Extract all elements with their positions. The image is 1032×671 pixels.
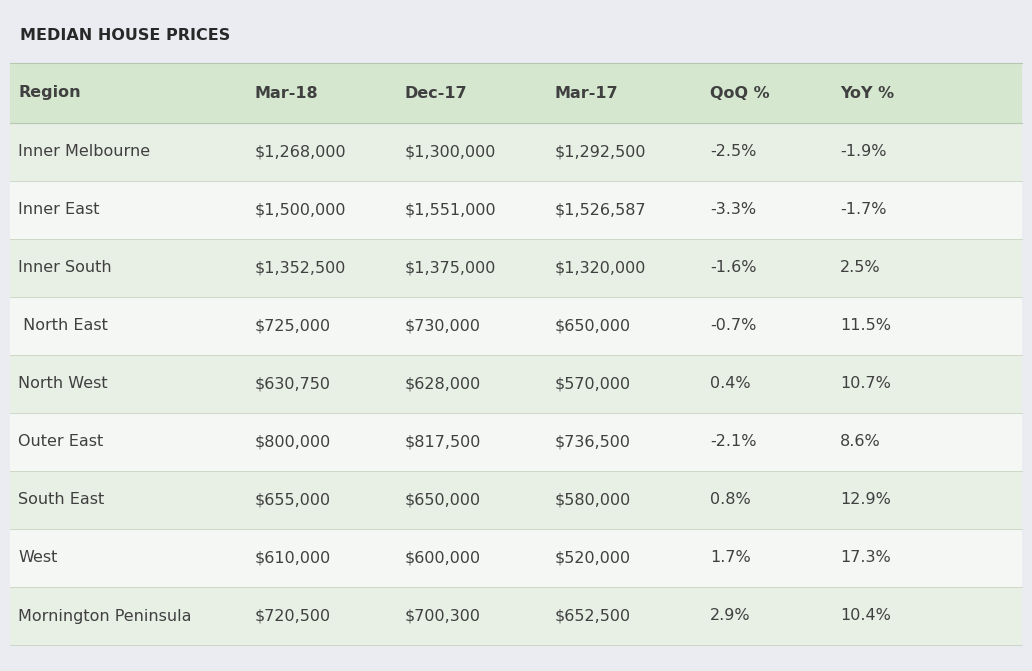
Text: Inner East: Inner East <box>18 203 99 217</box>
Text: -2.5%: -2.5% <box>710 144 756 160</box>
Text: 11.5%: 11.5% <box>840 319 891 333</box>
Text: $1,352,500: $1,352,500 <box>255 260 347 276</box>
Text: 17.3%: 17.3% <box>840 550 891 566</box>
Text: -0.7%: -0.7% <box>710 319 756 333</box>
Text: Mar-18: Mar-18 <box>255 85 319 101</box>
Bar <box>10 413 1022 471</box>
Text: Region: Region <box>18 85 80 101</box>
Text: $1,526,587: $1,526,587 <box>555 203 647 217</box>
Text: Mar-17: Mar-17 <box>555 85 618 101</box>
Text: $730,000: $730,000 <box>405 319 481 333</box>
Bar <box>10 63 1022 123</box>
Text: $655,000: $655,000 <box>255 493 331 507</box>
Text: $800,000: $800,000 <box>255 435 331 450</box>
Text: Dec-17: Dec-17 <box>405 85 467 101</box>
Text: -3.3%: -3.3% <box>710 203 756 217</box>
Text: $1,268,000: $1,268,000 <box>255 144 347 160</box>
Text: Mornington Peninsula: Mornington Peninsula <box>18 609 192 623</box>
Text: $1,500,000: $1,500,000 <box>255 203 347 217</box>
Text: North East: North East <box>18 319 108 333</box>
Text: 10.4%: 10.4% <box>840 609 891 623</box>
Text: 10.7%: 10.7% <box>840 376 891 391</box>
Bar <box>10 123 1022 181</box>
Bar <box>10 181 1022 239</box>
Bar <box>0 645 1032 671</box>
Text: -1.7%: -1.7% <box>840 203 886 217</box>
Text: 12.9%: 12.9% <box>840 493 891 507</box>
Text: Inner South: Inner South <box>18 260 111 276</box>
Text: $610,000: $610,000 <box>255 550 331 566</box>
Text: $650,000: $650,000 <box>555 319 632 333</box>
Text: YoY %: YoY % <box>840 85 894 101</box>
Text: $650,000: $650,000 <box>405 493 481 507</box>
Bar <box>10 529 1022 587</box>
Text: -1.9%: -1.9% <box>840 144 886 160</box>
Text: 2.5%: 2.5% <box>840 260 880 276</box>
Text: $1,292,500: $1,292,500 <box>555 144 646 160</box>
Text: $700,300: $700,300 <box>405 609 481 623</box>
Text: $725,000: $725,000 <box>255 319 331 333</box>
Bar <box>0 0 1032 63</box>
Text: $1,551,000: $1,551,000 <box>405 203 496 217</box>
Text: 1.7%: 1.7% <box>710 550 750 566</box>
Text: 8.6%: 8.6% <box>840 435 880 450</box>
Bar <box>10 471 1022 529</box>
Text: North West: North West <box>18 376 107 391</box>
Text: Outer East: Outer East <box>18 435 103 450</box>
Text: $580,000: $580,000 <box>555 493 632 507</box>
Text: 0.8%: 0.8% <box>710 493 750 507</box>
Text: 0.4%: 0.4% <box>710 376 750 391</box>
Text: $1,320,000: $1,320,000 <box>555 260 646 276</box>
Text: West: West <box>18 550 58 566</box>
Text: $652,500: $652,500 <box>555 609 632 623</box>
Bar <box>10 587 1022 645</box>
Text: -2.1%: -2.1% <box>710 435 756 450</box>
Text: Inner Melbourne: Inner Melbourne <box>18 144 150 160</box>
Text: MEDIAN HOUSE PRICES: MEDIAN HOUSE PRICES <box>20 28 230 43</box>
Text: $1,375,000: $1,375,000 <box>405 260 496 276</box>
Text: -1.6%: -1.6% <box>710 260 756 276</box>
Text: $720,500: $720,500 <box>255 609 331 623</box>
Bar <box>10 297 1022 355</box>
Text: $736,500: $736,500 <box>555 435 631 450</box>
Text: $817,500: $817,500 <box>405 435 481 450</box>
Text: $630,750: $630,750 <box>255 376 331 391</box>
Bar <box>10 239 1022 297</box>
Bar <box>10 355 1022 413</box>
Text: $520,000: $520,000 <box>555 550 632 566</box>
Text: $570,000: $570,000 <box>555 376 632 391</box>
Text: QoQ %: QoQ % <box>710 85 770 101</box>
Text: $1,300,000: $1,300,000 <box>405 144 496 160</box>
Text: South East: South East <box>18 493 104 507</box>
Text: 2.9%: 2.9% <box>710 609 750 623</box>
Text: $600,000: $600,000 <box>405 550 481 566</box>
Text: $628,000: $628,000 <box>405 376 481 391</box>
